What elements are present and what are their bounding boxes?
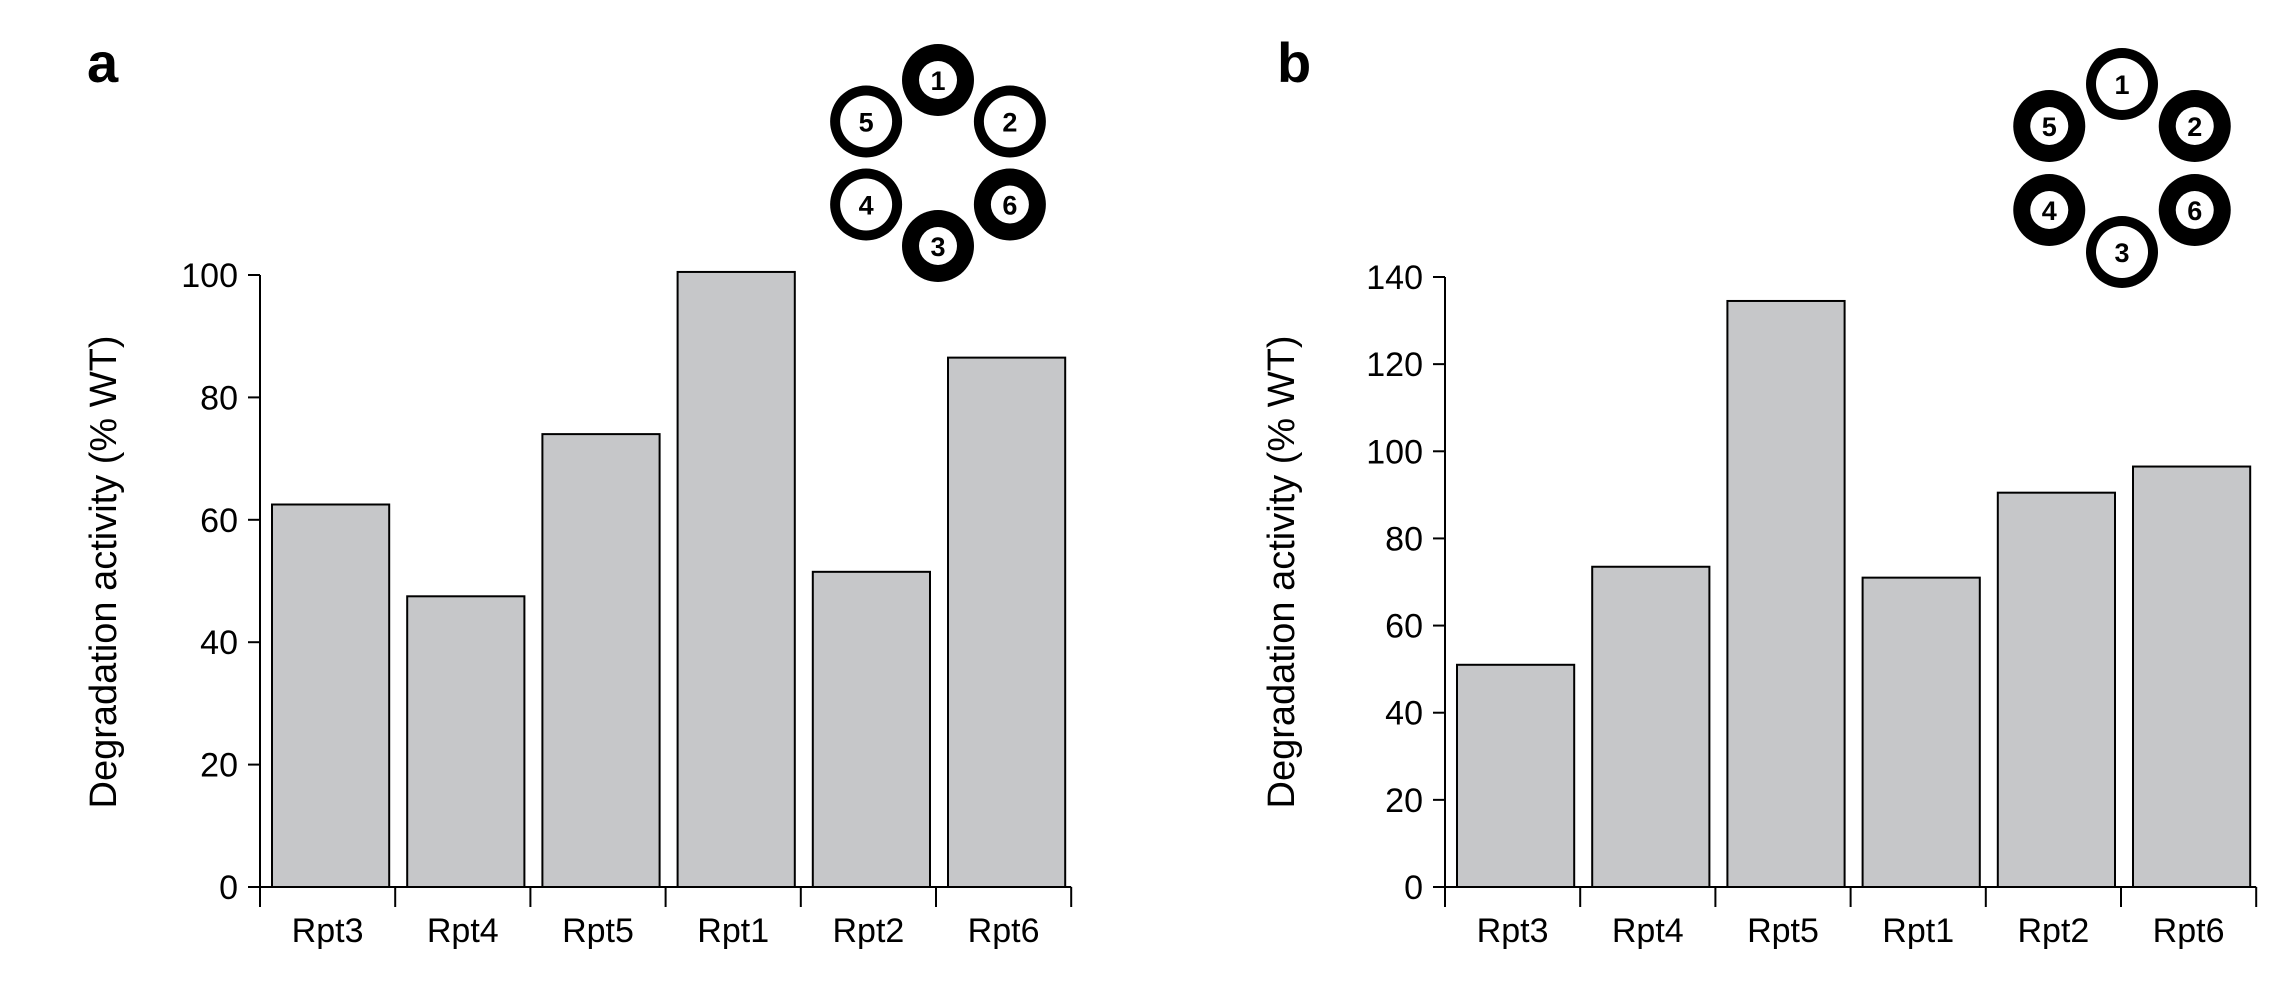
bar-rpt2 bbox=[1996, 491, 2117, 888]
x-tick-label: Rpt6 bbox=[968, 912, 1040, 950]
y-tick-label: 40 bbox=[200, 624, 238, 662]
subunit-label: 2 bbox=[2187, 112, 2202, 142]
bar-rpt4 bbox=[406, 595, 526, 888]
subunit-label: 1 bbox=[2114, 70, 2129, 100]
x-tick-label: Rpt2 bbox=[832, 912, 904, 950]
subunit-ring-inner bbox=[2096, 226, 2148, 278]
x-tick-label: Rpt1 bbox=[1882, 912, 1954, 950]
bar-rpt6 bbox=[2132, 465, 2252, 888]
bar-rpt2 bbox=[811, 570, 931, 888]
bar-rpt3 bbox=[1456, 663, 1576, 888]
bars bbox=[1456, 299, 2252, 889]
subunit-label: 5 bbox=[2042, 112, 2057, 142]
subunit-ring-inner bbox=[840, 95, 893, 148]
y-tick-label: 60 bbox=[1385, 608, 1423, 646]
y-tick-label: 80 bbox=[1385, 520, 1423, 558]
subunit-label: 4 bbox=[2042, 196, 2057, 226]
x-tick-label: Rpt5 bbox=[1747, 912, 1819, 950]
x-tick-label: Rpt3 bbox=[292, 912, 364, 950]
y-tick-label: 140 bbox=[1366, 259, 1423, 297]
subunit-ring-inner bbox=[919, 61, 957, 99]
x-tick-label: Rpt6 bbox=[2153, 912, 2225, 950]
subunit-ring: 1 2 6 3 4 5 bbox=[2013, 48, 2231, 288]
subunit-ring-inner bbox=[2175, 191, 2214, 229]
bar-rpt1 bbox=[676, 270, 796, 888]
subunit-ring-inner bbox=[983, 95, 1036, 148]
subunit-ring-inner bbox=[2175, 107, 2214, 145]
y-tick-label: 20 bbox=[200, 747, 238, 785]
subunit-label: 3 bbox=[930, 232, 945, 262]
subunit-label: 5 bbox=[859, 108, 874, 138]
bar-rpt5 bbox=[1726, 299, 1846, 888]
subunit-label: 6 bbox=[1002, 191, 1017, 221]
subunit-label: 1 bbox=[930, 66, 945, 96]
subunit-ring-inner bbox=[2096, 58, 2148, 110]
subunit-ring-inner bbox=[2030, 107, 2069, 145]
bar-rpt4 bbox=[1591, 565, 1711, 888]
subunit-label: 6 bbox=[2187, 196, 2202, 226]
bar-rpt1 bbox=[1861, 576, 1981, 889]
panel-letter: b bbox=[1277, 31, 1311, 94]
subunit-ring-inner bbox=[990, 185, 1029, 224]
panel-letter: a bbox=[87, 31, 119, 94]
y-axis-title: Degradation activity (% WT) bbox=[83, 335, 125, 808]
y-tick-label: 120 bbox=[1366, 346, 1423, 384]
x-tick-label: Rpt3 bbox=[1477, 912, 1549, 950]
bar-rpt6 bbox=[947, 356, 1067, 888]
x-tick-label: Rpt5 bbox=[562, 912, 634, 950]
x-tick-label: Rpt4 bbox=[1612, 912, 1684, 950]
y-tick-label: 100 bbox=[1366, 433, 1423, 471]
subunit-ring: 1 2 6 3 4 5 bbox=[830, 44, 1046, 282]
y-axis-title: Degradation activity (% WT) bbox=[1261, 335, 1303, 808]
y-tick-label: 60 bbox=[200, 502, 238, 540]
panel-a: a Degradation activity (% WT) 0 20 40 60 80 1… bbox=[83, 31, 1073, 950]
subunit-ring-inner bbox=[840, 178, 893, 231]
x-tick-label: Rpt2 bbox=[2017, 912, 2089, 950]
y-tick-label: 40 bbox=[1385, 695, 1423, 733]
axes: 0 20 40 60 80 100 120 140 Rpt3 Rpt4 Rpt5 Rpt1 Rpt2 Rp… bbox=[1366, 259, 2258, 950]
bars bbox=[271, 270, 1067, 888]
bar-rpt3 bbox=[271, 503, 391, 888]
axes: 0 20 40 60 80 100 Rpt3 Rpt4 Rpt5 Rpt1 Rpt2 Rpt6 bbox=[181, 257, 1073, 950]
subunit-label: 4 bbox=[859, 191, 874, 221]
y-tick-label: 20 bbox=[1385, 782, 1423, 820]
y-tick-label: 0 bbox=[219, 869, 238, 907]
x-tick-label: Rpt4 bbox=[427, 912, 499, 950]
y-tick-label: 0 bbox=[1404, 869, 1423, 907]
y-tick-label: 80 bbox=[200, 379, 238, 417]
subunit-ring-inner bbox=[2030, 191, 2069, 229]
panel-b: b Degradation activity (% WT) 0 20 40 60 80 1… bbox=[1261, 31, 2258, 950]
subunit-ring-inner bbox=[919, 227, 957, 265]
x-tick-label: Rpt1 bbox=[697, 912, 769, 950]
y-tick-label: 100 bbox=[181, 257, 238, 295]
subunit-label: 2 bbox=[1002, 108, 1017, 138]
subunit-label: 3 bbox=[2114, 238, 2129, 268]
bar-rpt5 bbox=[541, 433, 661, 888]
